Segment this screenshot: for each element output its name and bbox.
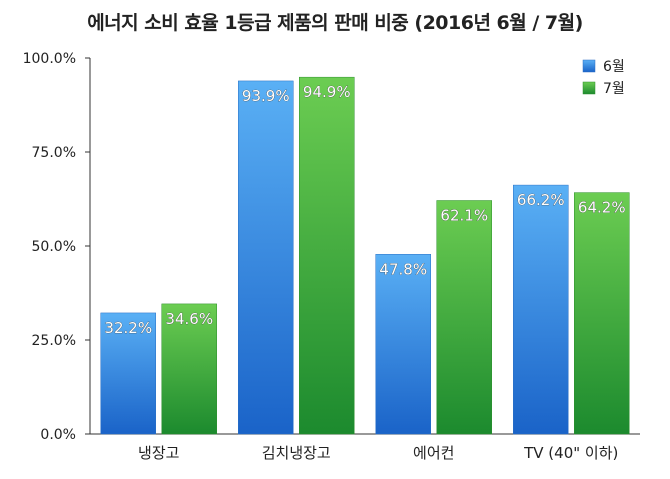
bar-june — [375, 254, 431, 435]
y-tick-label: 100.0% — [23, 51, 76, 67]
bar-value-label: 62.1% — [440, 207, 488, 225]
legend-label: 7월 — [603, 81, 625, 97]
y-tick-label: 75.0% — [32, 145, 76, 161]
bar-july — [299, 76, 355, 435]
bar-value-label: 94.9% — [303, 83, 351, 101]
legend-swatch — [582, 59, 596, 73]
legend-label: 6월 — [603, 59, 625, 75]
bar-july — [574, 192, 630, 435]
x-category-label: TV (40" 이하) — [523, 444, 618, 462]
bar-value-label: 34.6% — [165, 310, 213, 328]
bar-value-label: 47.8% — [379, 260, 427, 278]
legend-swatch — [582, 81, 596, 95]
bar-value-label: 93.9% — [242, 87, 290, 105]
bar-june — [238, 80, 294, 435]
x-category-label: 냉장고 — [138, 444, 179, 462]
y-tick-label: 0.0% — [40, 427, 76, 443]
bar-july — [436, 200, 492, 435]
bar-value-label: 66.2% — [517, 191, 565, 209]
x-category-label: 김치냉장고 — [262, 444, 331, 462]
bar-value-label: 32.2% — [104, 319, 152, 337]
y-tick-label: 50.0% — [32, 239, 76, 255]
bar-june — [513, 184, 569, 435]
x-category-label: 에어컨 — [413, 444, 454, 462]
y-tick-label: 25.0% — [32, 333, 76, 349]
bar-july — [161, 303, 217, 435]
bar-june — [100, 312, 156, 435]
bar-value-label: 64.2% — [578, 199, 626, 217]
chart-title: 에너지 소비 효율 1등급 제품의 판매 비중 (2016년 6월 / 7월) — [87, 12, 583, 34]
